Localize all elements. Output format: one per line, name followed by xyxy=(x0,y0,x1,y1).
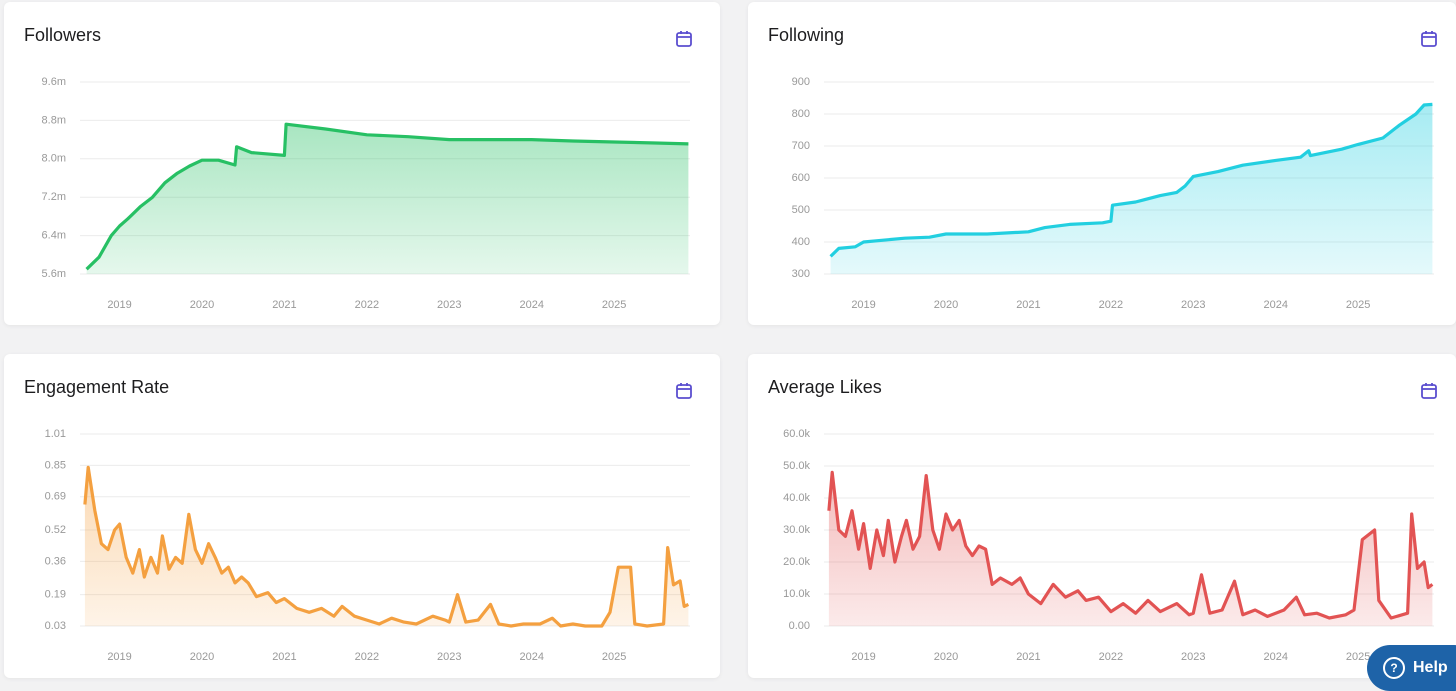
calendar-body xyxy=(1421,384,1437,399)
x-tick-label: 2021 xyxy=(1016,651,1040,663)
series-line xyxy=(85,122,689,271)
x-tick-label: 2022 xyxy=(1099,299,1123,311)
x-tick-label: 2021 xyxy=(1016,299,1040,311)
chart-card: Following 300 400 500 600 700 800 900 2019 2020 20… xyxy=(748,2,1456,325)
x-tick-label: 2025 xyxy=(602,299,626,311)
y-tick-label: 0.03 xyxy=(45,620,66,632)
x-tick-label: 2022 xyxy=(1099,651,1123,663)
y-tick-label: 700 xyxy=(792,140,810,152)
series-line xyxy=(827,470,1434,620)
y-tick-label: 0.85 xyxy=(45,459,66,471)
y-tick-label: 7.2m xyxy=(42,191,66,203)
y-tick-label: 9.6m xyxy=(42,76,66,88)
chart: Average Likes 0.00 10.0k 20.0k 30.0k 40.0k 50.… xyxy=(768,377,1437,663)
y-tick-label: 0.52 xyxy=(45,524,66,536)
x-tick-label: 2019 xyxy=(851,299,875,311)
y-tick-label: 800 xyxy=(792,108,810,120)
x-tick-label: 2024 xyxy=(1263,651,1287,663)
y-tick-label: 1.01 xyxy=(45,428,66,440)
x-tick-label: 2019 xyxy=(107,299,131,311)
y-tick-label: 400 xyxy=(792,236,810,248)
calendar-body xyxy=(676,384,692,399)
calendar-icon[interactable] xyxy=(1421,31,1437,47)
area-fill xyxy=(84,467,689,626)
calendar-icon[interactable] xyxy=(1421,383,1437,399)
area-fill xyxy=(828,472,1433,626)
x-tick-label: 2025 xyxy=(1346,299,1370,311)
chart-card: Engagement Rate 0.03 0.19 0.36 0.52 0.69 0.85 1… xyxy=(4,354,720,678)
chart-title: Average Likes xyxy=(768,377,882,397)
x-tick-label: 2019 xyxy=(107,651,131,663)
y-tick-label: 0.19 xyxy=(45,589,66,601)
x-tick-label: 2020 xyxy=(190,299,214,311)
x-tick-label: 2023 xyxy=(437,651,461,663)
help-button[interactable]: ? Help xyxy=(1367,645,1456,691)
x-tick-label: 2020 xyxy=(934,651,958,663)
y-tick-label: 50.0k xyxy=(783,460,810,472)
series-line xyxy=(829,102,1433,258)
x-tick-label: 2023 xyxy=(437,299,461,311)
y-tick-label: 20.0k xyxy=(783,556,810,568)
chart-title: Engagement Rate xyxy=(24,377,169,397)
area-fill xyxy=(830,104,1433,275)
y-tick-label: 300 xyxy=(792,268,810,280)
y-tick-label: 5.6m xyxy=(42,268,66,280)
x-tick-label: 2021 xyxy=(272,651,296,663)
chart-card: Followers 5.6m 6.4m 7.2m 8.0m 8.8m 9.6m 2019 202… xyxy=(4,2,720,325)
y-tick-label: 8.0m xyxy=(42,153,66,165)
chart-title: Followers xyxy=(24,25,101,45)
x-tick-label: 2020 xyxy=(190,651,214,663)
x-tick-label: 2022 xyxy=(355,651,379,663)
calendar-icon[interactable] xyxy=(676,383,692,399)
y-tick-label: 0.36 xyxy=(45,555,66,567)
x-tick-label: 2025 xyxy=(602,651,626,663)
y-tick-label: 600 xyxy=(792,172,810,184)
x-tick-label: 2023 xyxy=(1181,651,1205,663)
x-tick-label: 2025 xyxy=(1346,651,1370,663)
chart: Followers 5.6m 6.4m 7.2m 8.0m 8.8m 9.6m 2019 202… xyxy=(24,25,692,311)
y-tick-label: 0.00 xyxy=(789,620,810,632)
calendar-icon[interactable] xyxy=(676,31,692,47)
help-label: Help xyxy=(1413,659,1448,676)
y-tick-label: 10.0k xyxy=(783,588,810,600)
x-tick-label: 2024 xyxy=(519,299,543,311)
y-tick-label: 8.8m xyxy=(42,114,66,126)
x-tick-label: 2019 xyxy=(851,651,875,663)
y-tick-label: 60.0k xyxy=(783,428,810,440)
calendar-body xyxy=(1421,32,1437,47)
y-tick-label: 0.69 xyxy=(45,491,66,503)
chart: Following 300 400 500 600 700 800 900 2019 2020 20… xyxy=(768,25,1437,311)
y-tick-label: 30.0k xyxy=(783,524,810,536)
chart-title: Following xyxy=(768,25,844,45)
y-tick-label: 900 xyxy=(792,76,810,88)
x-tick-label: 2024 xyxy=(519,651,543,663)
x-tick-label: 2021 xyxy=(272,299,296,311)
x-tick-label: 2024 xyxy=(1263,299,1287,311)
series-line xyxy=(83,465,690,628)
y-tick-label: 40.0k xyxy=(783,492,810,504)
chart: Engagement Rate 0.03 0.19 0.36 0.52 0.69 0.85 1… xyxy=(24,377,692,663)
y-tick-label: 500 xyxy=(792,204,810,216)
area-fill xyxy=(86,124,689,274)
calendar-body xyxy=(676,32,692,47)
x-tick-label: 2020 xyxy=(934,299,958,311)
x-tick-label: 2022 xyxy=(355,299,379,311)
y-tick-label: 6.4m xyxy=(42,230,66,242)
help-icon: ? xyxy=(1383,657,1405,679)
x-tick-label: 2023 xyxy=(1181,299,1205,311)
chart-card: Average Likes 0.00 10.0k 20.0k 30.0k 40.0k 50.… xyxy=(748,354,1456,678)
